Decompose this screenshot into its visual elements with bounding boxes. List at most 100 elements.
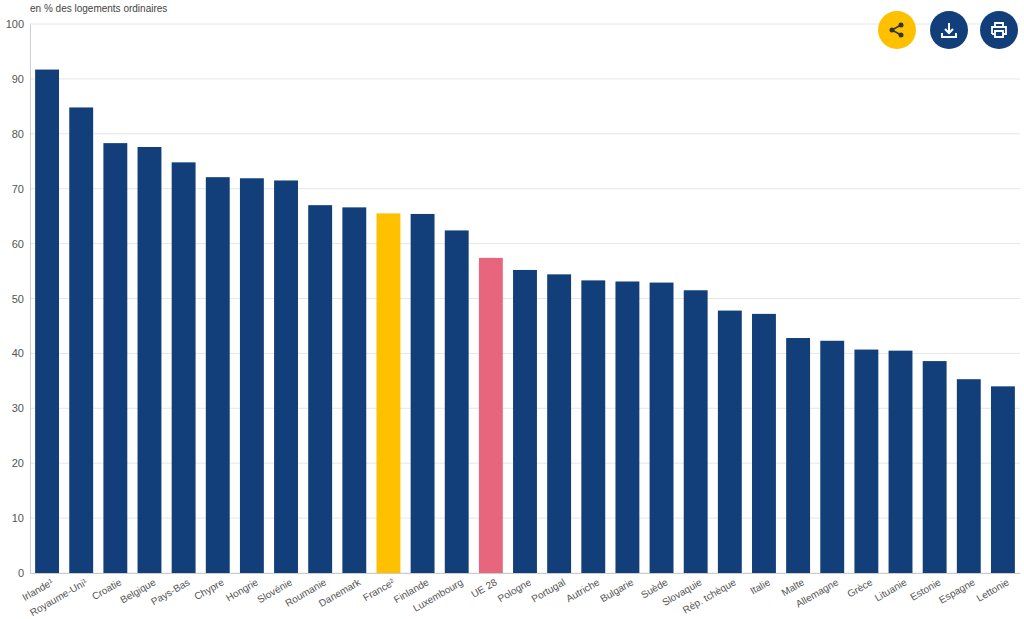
bar xyxy=(820,341,844,573)
x-tick: Hongrie xyxy=(224,573,260,603)
bar xyxy=(615,281,639,573)
bar xyxy=(547,274,571,573)
y-tick-label: 100 xyxy=(6,18,24,30)
bar xyxy=(889,351,913,573)
button-circle[interactable] xyxy=(878,11,916,49)
y-tick-label: 70 xyxy=(12,183,24,195)
bar xyxy=(923,361,947,573)
button-circle[interactable] xyxy=(980,11,1018,49)
bar xyxy=(35,70,59,573)
x-tick: Lituanie xyxy=(873,573,909,603)
y-tick: 60 xyxy=(12,238,30,250)
x-axis-line xyxy=(31,573,1021,574)
y-tick-label: 90 xyxy=(12,73,24,85)
bar xyxy=(752,314,776,573)
bar xyxy=(479,258,503,573)
print-button[interactable] xyxy=(980,11,1018,49)
bar xyxy=(445,230,469,573)
download-button[interactable] xyxy=(930,11,968,49)
icon[interactable] xyxy=(992,23,1006,37)
y-tick: 0 xyxy=(18,567,30,579)
x-tick: Grèce xyxy=(845,573,874,600)
y-axis-label: en % des logements ordinaires xyxy=(30,3,167,14)
y-tick-label: 80 xyxy=(12,128,24,140)
icon[interactable] xyxy=(899,23,904,28)
x-tick: Pays-Bas xyxy=(149,573,192,607)
grid-line xyxy=(30,78,1020,79)
x-tick: UE 28 xyxy=(469,573,499,600)
bar xyxy=(69,107,93,573)
x-tick: Italie xyxy=(748,573,772,596)
y-tick: 50 xyxy=(12,293,30,305)
x-tick: Rép. tchèque xyxy=(681,573,738,616)
y-tick-label: 0 xyxy=(18,567,24,579)
x-tick: Danemark xyxy=(317,573,363,609)
y-tick-label: 30 xyxy=(12,402,24,414)
y-tick: 40 xyxy=(12,347,30,359)
bar xyxy=(103,143,127,573)
x-tick: Espagne xyxy=(937,573,977,606)
bar xyxy=(138,147,162,573)
y-axis-line xyxy=(30,25,31,574)
bar xyxy=(377,213,401,573)
y-axis: 0 10 20 30 40 50 60 70 80 90 100 xyxy=(6,18,31,579)
x-tick-label: UE 28 xyxy=(469,576,499,600)
x-tick: France² xyxy=(361,573,397,603)
bar xyxy=(718,311,742,573)
x-tick-label: Luxembourg xyxy=(411,576,465,613)
x-tick-label: Pays-Bas xyxy=(149,576,192,607)
y-tick-label: 20 xyxy=(12,457,24,469)
icon[interactable] xyxy=(899,33,904,38)
bar xyxy=(274,180,298,573)
x-axis: Irlande¹Royaume-Uni¹CroatieBelgiquePays-… xyxy=(20,573,1020,618)
x-tick-label: Grèce xyxy=(845,576,874,599)
button-circle[interactable] xyxy=(930,11,968,49)
grid-line xyxy=(30,133,1020,134)
y-tick: 70 xyxy=(12,183,30,195)
x-tick-label: Pologne xyxy=(496,576,534,604)
x-tick: Allemagne xyxy=(794,573,841,610)
bar xyxy=(854,350,878,573)
chart: 0 10 20 30 40 50 60 70 80 90 100 Irlande¹Royaume-Un… xyxy=(0,0,1024,619)
bar xyxy=(240,178,264,573)
bar xyxy=(786,338,810,573)
x-tick-label: Allemagne xyxy=(794,576,841,609)
x-tick: Pologne xyxy=(496,573,534,604)
x-tick: Bulgarie xyxy=(598,573,636,604)
bars xyxy=(35,70,1015,573)
y-tick-label: 60 xyxy=(12,238,24,250)
bar xyxy=(342,207,366,573)
bar xyxy=(581,280,605,573)
x-tick: Royaume-Uni¹ xyxy=(28,573,90,618)
y-tick: 80 xyxy=(12,128,30,140)
bar xyxy=(172,162,196,573)
y-tick: 90 xyxy=(12,73,30,85)
y-tick: 10 xyxy=(12,512,30,524)
x-tick-label: Rép. tchèque xyxy=(681,576,738,615)
y-tick: 100 xyxy=(6,18,30,30)
y-tick-label: 10 xyxy=(12,512,24,524)
icon[interactable] xyxy=(942,23,956,37)
x-tick-label: Lettonie xyxy=(975,576,1012,604)
bar xyxy=(957,379,981,573)
x-tick-label: Royaume-Uni¹ xyxy=(28,576,90,618)
x-tick-label: Autriche xyxy=(564,576,602,604)
bar xyxy=(513,270,537,573)
x-tick: Lettonie xyxy=(975,573,1012,604)
x-tick-label: France² xyxy=(361,576,397,603)
bar xyxy=(991,386,1015,573)
y-tick-label: 50 xyxy=(12,293,24,305)
x-tick-label: Danemark xyxy=(317,576,363,609)
x-tick-label: Chypre xyxy=(192,576,226,602)
x-tick-label: Bulgarie xyxy=(598,576,636,604)
bar xyxy=(684,290,708,573)
bar xyxy=(650,283,674,573)
bar xyxy=(308,205,332,573)
grid xyxy=(30,24,1020,573)
y-tick-label: 40 xyxy=(12,347,24,359)
share-button[interactable] xyxy=(878,11,916,49)
icon[interactable] xyxy=(890,28,895,33)
x-tick: Chypre xyxy=(192,573,226,602)
x-tick-label: Lituanie xyxy=(873,576,909,603)
x-tick: Portugal xyxy=(529,573,567,605)
